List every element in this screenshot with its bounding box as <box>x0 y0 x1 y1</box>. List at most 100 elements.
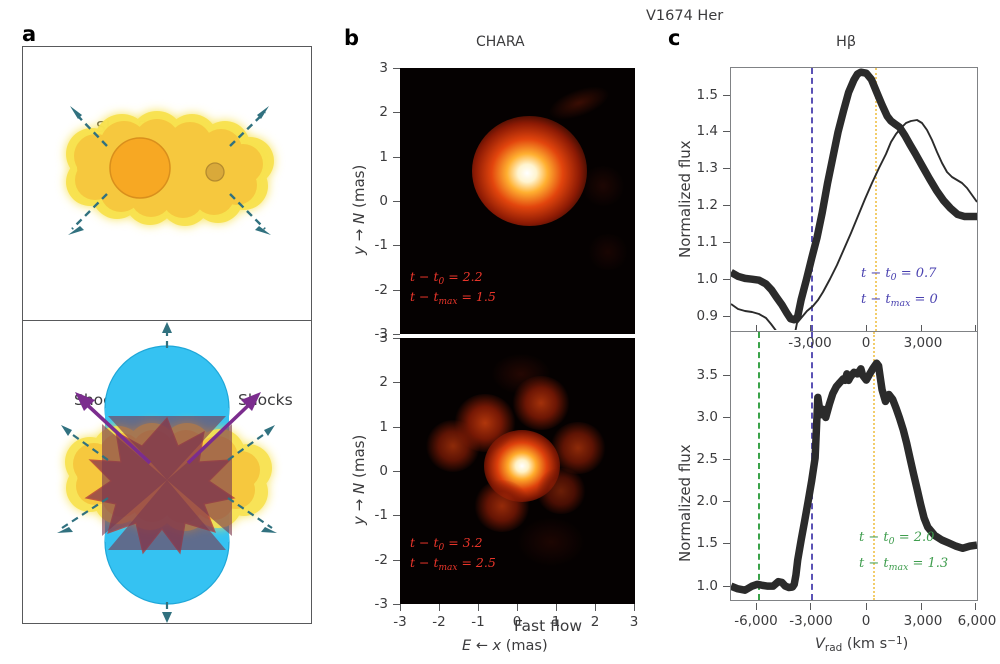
b-ylabel-m2b: -2 <box>374 552 388 568</box>
c-bot-ylabel-35: 3.5 <box>696 367 718 383</box>
chara-image-epoch-1[interactable]: t − t0 = 2.2 t − tmax = 1.5 <box>400 68 635 334</box>
slow-flow-arrowheads <box>68 106 271 235</box>
figure-title: V1674 Her <box>646 8 724 24</box>
c-bot-ylabel-20: 2.0 <box>696 493 718 509</box>
c-top-ytick-14 <box>723 131 730 133</box>
fast-flow-diagram <box>57 322 277 623</box>
annot-epoch1-t0: t − t0 = 0.7 <box>861 266 937 283</box>
shock-arrows <box>80 398 256 465</box>
b-ylabel-0b: 0 <box>379 463 388 479</box>
panel-b-xaxis-title: E ← x (mas) <box>462 638 548 654</box>
b-xtick-m3 <box>400 604 402 611</box>
b-ytick-m3t <box>393 334 400 336</box>
knot-n <box>512 376 570 430</box>
b-ylabel-m2t: -2 <box>374 282 388 298</box>
b-xlabel-0: 0 <box>512 614 522 630</box>
panel-c-yaxis-title-top: Normalized flux <box>676 140 694 258</box>
panel-b-yaxis-title-bottom: y → N (mas) <box>350 434 368 525</box>
panel-b-yaxis-title-top: y → N (mas) <box>350 164 368 255</box>
b-xtick-m1 <box>478 604 480 611</box>
c-mid-xtick-0 <box>866 325 868 331</box>
b-xtick-m2 <box>439 604 441 611</box>
b-ytick-1t <box>393 157 400 159</box>
panel-c-yaxis-title-bottom: Normalized flux <box>676 444 694 562</box>
panel-c-xaxis-title: Vrad (km s−1) <box>815 634 909 655</box>
chara-epoch-2-annot-t0: t − t0 = 3.2 <box>410 535 483 553</box>
c-bot-ylabel-25: 2.5 <box>696 451 718 467</box>
c-bot-xtick-0 <box>866 603 868 610</box>
b-ylabel-2t: 2 <box>379 104 388 120</box>
annot-epoch2-tmax: t − tmax = 1.3 <box>859 556 949 573</box>
b-ytick-3t <box>393 68 400 70</box>
c-bot-ylabel-10: 1.0 <box>696 578 718 594</box>
c-top-ytick-10 <box>723 279 730 281</box>
panel-letter-a: a <box>22 22 37 46</box>
vline-green-bot <box>758 332 760 600</box>
c-mid-xtick-3000 <box>921 325 923 331</box>
c-bot-ylabel-30: 3.0 <box>696 409 718 425</box>
c-mid-xtick-m3000 <box>810 325 812 331</box>
c-mid-xlabel-3000: 3,000 <box>903 335 943 351</box>
b-ytick-3b <box>393 338 400 340</box>
c-bot-ytick-30 <box>723 417 730 419</box>
b-ylabel-0t: 0 <box>379 193 388 209</box>
c-top-ylabel-11: 1.1 <box>696 234 718 250</box>
c-bot-ytick-35 <box>723 375 730 377</box>
c-top-ylabel-14: 1.4 <box>696 123 718 139</box>
knot-w <box>426 420 480 472</box>
c-bot-xlabel-3000: 3,000 <box>903 613 943 629</box>
slow-flow-diagram <box>66 106 274 235</box>
chara-epoch-1-annot-t0: t − t0 = 2.2 <box>410 269 483 287</box>
c-bot-xtick-3000 <box>921 603 923 610</box>
knot-s <box>474 480 530 532</box>
b-ytick-m3b <box>393 604 400 606</box>
c-mid-xtick-m6000 <box>756 325 758 331</box>
b-ylabel-3t: 3 <box>379 60 388 76</box>
b-ylabel-2b: 2 <box>379 374 388 390</box>
c-top-ytick-11 <box>723 242 730 244</box>
shock-cones <box>102 416 232 550</box>
b-ylabel-m3t: -3 <box>374 326 388 342</box>
panel-a: Slow flow <box>22 46 582 635</box>
b-xtick-0 <box>517 604 519 611</box>
b-ytick-m1b <box>393 515 400 517</box>
b-xlabel-m1: -1 <box>471 614 485 630</box>
b-ytick-m2b <box>393 560 400 562</box>
b-xlabel-1: 1 <box>551 614 561 630</box>
c-top-ylabel-10: 1.0 <box>696 271 718 287</box>
b-xlabel-m2: -2 <box>432 614 446 630</box>
b-ylabel-1t: 1 <box>379 149 388 165</box>
b-xlabel-3: 3 <box>629 614 639 630</box>
faint-knot-n2 <box>492 354 550 394</box>
c-bot-xtick-m6000 <box>756 603 758 610</box>
c-top-ytick-12 <box>723 205 730 207</box>
c-mid-xlabel-m3000: -3,000 <box>788 335 832 351</box>
b-xlabel-2: 2 <box>590 614 600 630</box>
fast-flow-label: Fast flow <box>514 617 582 635</box>
chara-image-epoch-2[interactable]: t − t0 = 3.2 t − tmax = 2.5 <box>400 338 635 604</box>
hbeta-plot-epoch-1[interactable]: t − t0 = 0.7 t − tmax = 0 <box>730 67 978 332</box>
c-bot-xtick-6000 <box>975 603 977 610</box>
c-bot-ylabel-15: 1.5 <box>696 535 718 551</box>
faint-knot-ne <box>545 80 613 126</box>
c-bot-xlabel-0: 0 <box>861 613 871 629</box>
c-top-ytick-09 <box>723 316 730 318</box>
chara-epoch-2-annot-tmax: t − tmax = 2.5 <box>410 555 496 573</box>
knot-se <box>536 468 586 514</box>
b-ytick-2b <box>393 382 400 384</box>
vline-gold-bot <box>873 332 875 600</box>
hbeta-plot-epoch-2[interactable]: t − t0 = 2.0 t − tmax = 1.3 <box>730 331 978 601</box>
c-bot-ytick-15 <box>723 543 730 545</box>
b-ytick-1b <box>393 427 400 429</box>
c-top-ytick-13 <box>723 168 730 170</box>
b-ylabel-m1b: -1 <box>374 507 388 523</box>
b-ytick-0t <box>393 201 400 203</box>
c-top-ylabel-13: 1.3 <box>696 160 718 176</box>
chara-title: CHARA <box>476 34 525 50</box>
b-ylabel-1b: 1 <box>379 419 388 435</box>
fast-flow-arrowheads <box>57 322 277 623</box>
chara-epoch-1-annot-tmax: t − tmax = 1.5 <box>410 289 496 307</box>
faint-knot-s2 <box>518 518 584 566</box>
panel-letter-c: c <box>668 26 681 50</box>
